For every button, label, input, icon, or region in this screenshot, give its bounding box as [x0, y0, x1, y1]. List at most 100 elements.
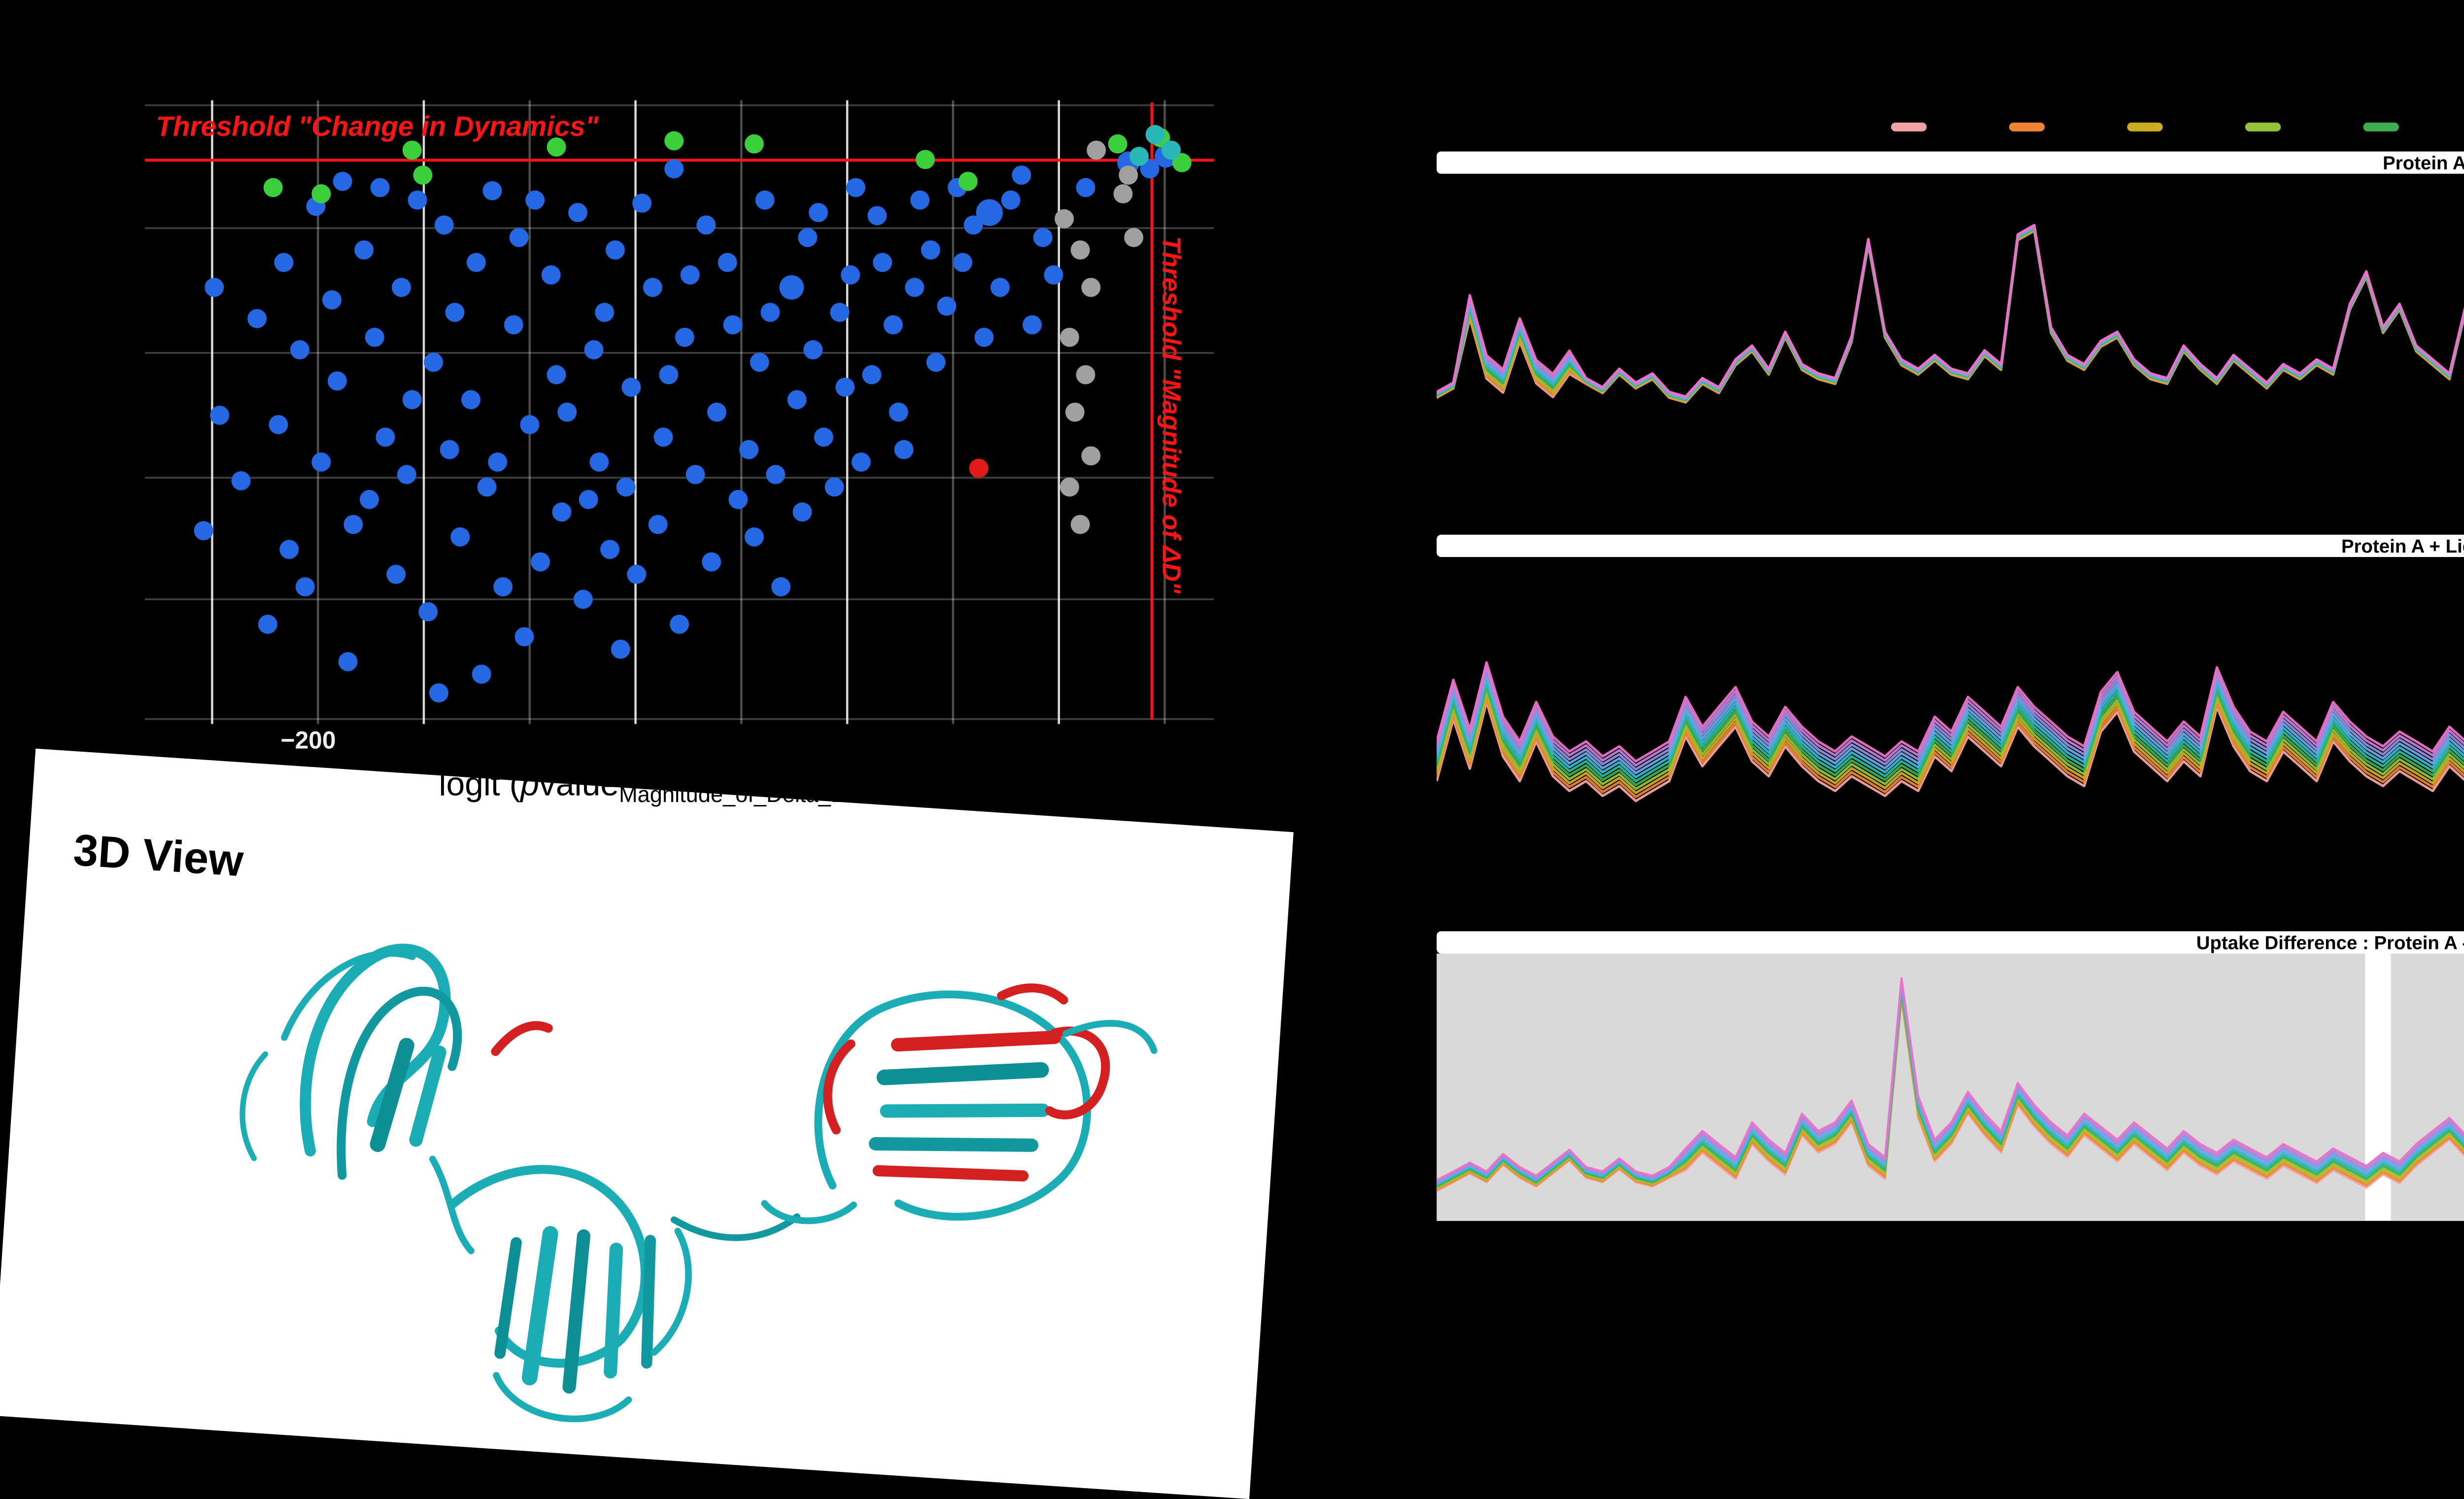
- scatter-point: [921, 240, 940, 260]
- trace-line: [1437, 689, 2464, 790]
- trace-line: [1437, 700, 2464, 802]
- x-axis-title-prefix: logit (: [439, 766, 521, 804]
- scatter-point: [595, 303, 615, 322]
- scatter-point: [643, 278, 662, 297]
- uptake-chart-protein-a-ligand[interactable]: [1437, 557, 2464, 903]
- scatter-point: [1023, 315, 1042, 335]
- scatter-point: [466, 252, 486, 272]
- scatter-point: [616, 477, 636, 497]
- scatter-point: [1119, 165, 1138, 185]
- trace-line: [1437, 981, 2464, 1184]
- trace-line: [1437, 661, 2464, 763]
- scatter-point: [798, 228, 818, 247]
- scatter-point: [627, 564, 647, 584]
- scatter-point: [916, 150, 935, 170]
- trace-line: [1437, 685, 2464, 787]
- volcano-plot[interactable]: [144, 100, 1214, 724]
- scatter-point: [541, 265, 561, 285]
- legend-swatch: [1891, 122, 1927, 131]
- scatter-point: [520, 415, 540, 434]
- x-axis-tick-label: −200: [280, 728, 336, 756]
- scatter-point: [803, 340, 823, 360]
- protein-structure-viewer[interactable]: [81, 870, 1228, 1482]
- scatter-point: [531, 552, 550, 572]
- scatter-point: [333, 172, 352, 191]
- threshold-dynamics-label: Threshold "Change in Dynamics": [156, 111, 599, 143]
- scatter-point: [771, 577, 791, 596]
- scatter-point: [392, 278, 411, 297]
- scatter-point: [910, 190, 930, 210]
- uptake-chart-protein-a[interactable]: [1437, 174, 2464, 517]
- scatter-point: [670, 615, 689, 634]
- app-canvas: Threshold "Change in Dynamics" Threshold…: [0, 100, 2464, 1499]
- scatter-point: [953, 252, 972, 272]
- scatter-point: [1001, 190, 1021, 210]
- scatter-point: [851, 452, 871, 472]
- scatter-point: [450, 527, 470, 547]
- scatter-point: [210, 406, 230, 425]
- scatter-point: [685, 465, 705, 485]
- scatter-point: [963, 215, 983, 235]
- scatter-point: [584, 340, 604, 360]
- scatter-point: [413, 165, 433, 185]
- scatter-point: [424, 352, 443, 372]
- scatter-point: [755, 190, 775, 210]
- scatter-point: [824, 477, 844, 497]
- scatter-point: [1113, 184, 1133, 204]
- trace-line: [1437, 979, 2464, 1183]
- scatter-point: [792, 502, 812, 522]
- scatter-point: [621, 378, 641, 397]
- protein-ribbon-graphic: [240, 943, 1158, 1423]
- legend-swatch: [2009, 122, 2045, 131]
- scatter-point: [1060, 327, 1079, 347]
- scatter-point: [976, 199, 1003, 226]
- scatter-point: [648, 515, 668, 534]
- scatter-point: [327, 371, 347, 391]
- scatter-point: [589, 452, 609, 472]
- scatter-point: [1145, 125, 1165, 144]
- scatter-point: [397, 465, 416, 485]
- scatter-point: [779, 275, 804, 300]
- scatter-point: [557, 402, 577, 422]
- trace-line: [1437, 665, 2464, 767]
- volcano-scatter-chart[interactable]: [144, 100, 1214, 724]
- scatter-point: [514, 627, 534, 647]
- scatter-point: [509, 228, 529, 247]
- scatter-point: [547, 365, 566, 384]
- scatter-point: [1044, 265, 1063, 285]
- scatter-point: [1129, 146, 1149, 166]
- scatter-point: [723, 315, 743, 335]
- trace-line: [1437, 224, 2464, 398]
- scatter-point: [744, 527, 764, 547]
- legend-swatch: [2363, 122, 2399, 131]
- scatter-point: [279, 540, 299, 559]
- scatter-point: [680, 265, 700, 285]
- trace-line: [1437, 990, 2464, 1188]
- scatter-point: [365, 327, 384, 347]
- trace-line: [1437, 693, 2464, 795]
- scatter-point: [311, 184, 331, 204]
- scatter-point: [290, 340, 309, 360]
- scatter-point: [1172, 153, 1192, 173]
- trace-line: [1437, 677, 2464, 778]
- scatter-point: [905, 278, 924, 297]
- scatter-point: [1081, 446, 1101, 466]
- scatter-point: [787, 390, 807, 410]
- scatter-point: [504, 315, 523, 335]
- scatter-point: [990, 278, 1010, 297]
- scatter-point: [739, 440, 758, 459]
- scatter-point: [579, 489, 598, 509]
- scatter-point: [263, 178, 283, 198]
- x-axis-title-p: p: [520, 766, 539, 804]
- scatter-point: [926, 352, 946, 372]
- scatter-point: [707, 402, 726, 422]
- scatter-point: [1033, 228, 1053, 247]
- scatter-point: [445, 303, 465, 322]
- scatter-point: [894, 440, 914, 459]
- scatter-point: [862, 365, 882, 384]
- trace-line: [1437, 673, 2464, 774]
- uptake-difference-chart[interactable]: [1437, 953, 2464, 1221]
- scatter-point: [573, 590, 593, 609]
- scatter-point: [402, 140, 422, 160]
- scatter-point: [1070, 515, 1090, 534]
